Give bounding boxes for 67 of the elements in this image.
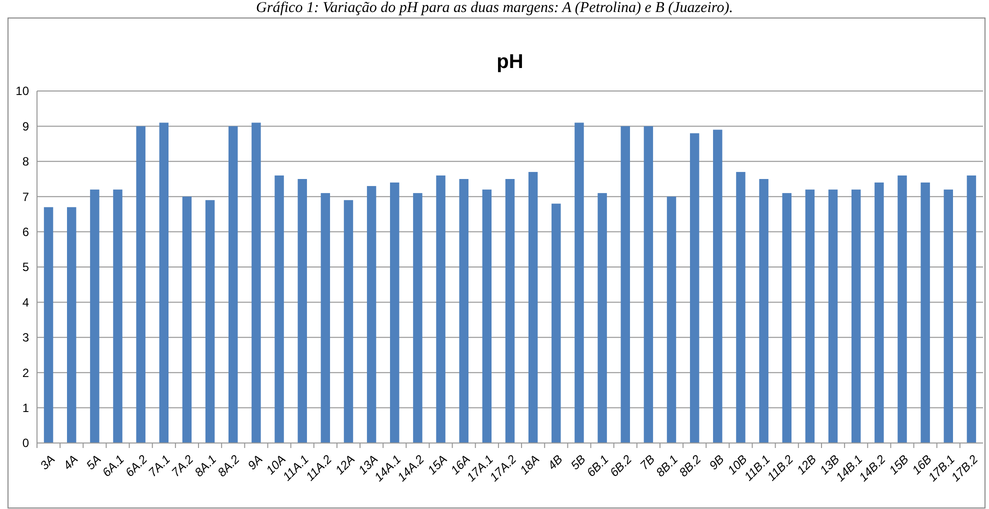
bar [44, 207, 54, 443]
bar [805, 190, 815, 443]
x-tick-label: 15B [886, 452, 912, 478]
bar [759, 179, 768, 443]
x-tick-label: 12B [794, 452, 820, 478]
y-tick-label: 4 [22, 295, 30, 310]
bar [205, 200, 215, 443]
bar [413, 193, 422, 443]
bar [136, 126, 146, 443]
x-tick-label: 12A [332, 452, 358, 478]
bar [874, 182, 884, 443]
x-tick-label: 3A [37, 452, 58, 472]
bar [920, 182, 930, 443]
x-tick-label: 5A [83, 452, 104, 472]
bar [390, 182, 400, 443]
bar [898, 175, 907, 443]
bar [528, 172, 538, 443]
bar [851, 190, 861, 443]
x-tick-label: 18A [517, 452, 542, 478]
chart-title: pH [496, 51, 524, 73]
bar [828, 190, 838, 443]
y-tick-label: 1 [22, 401, 30, 415]
bar [713, 130, 722, 443]
x-tick-label: 4A [60, 452, 81, 472]
bar [459, 179, 468, 443]
bar [274, 175, 284, 443]
bar [505, 179, 515, 443]
bar [182, 196, 192, 443]
bar [736, 172, 746, 443]
bar [666, 196, 676, 443]
bar [320, 193, 330, 443]
bar [574, 122, 584, 443]
y-tick-label: 10 [16, 84, 30, 98]
text: Gráfico 1: Variação do pH para as duas margens: A (Petrolina) e B (Juazeiro). [256, 0, 733, 16]
y-tick-label: 6 [22, 225, 30, 239]
y-tick-label: 0 [22, 436, 30, 450]
bar [598, 193, 607, 443]
bar [644, 126, 654, 443]
y-tick-label: 8 [22, 154, 30, 169]
x-tick-label: 7B [637, 452, 658, 472]
bar [944, 190, 954, 443]
bar [66, 207, 76, 443]
y-tick-label: 9 [22, 119, 30, 134]
y-tick-label: 5 [22, 260, 30, 274]
bar [782, 193, 792, 443]
bar [159, 122, 169, 443]
bar [298, 179, 307, 443]
bar [620, 126, 630, 443]
bar [90, 190, 100, 443]
bar [552, 204, 561, 443]
bar [436, 175, 446, 443]
y-tick-label: 3 [22, 330, 30, 345]
x-tick-label: 5B [568, 452, 588, 472]
x-tick-label: 9A [245, 452, 266, 472]
x-tick-label: 9B [706, 452, 727, 472]
bar [113, 190, 122, 443]
x-tick-label: 4B [544, 452, 566, 472]
bar [344, 200, 354, 443]
y-tick-label: 7 [22, 190, 30, 204]
bar [366, 186, 376, 443]
x-tick-label: 15A [424, 452, 450, 478]
bar [482, 190, 492, 443]
bar [228, 126, 238, 443]
bar [690, 133, 700, 443]
bar [252, 122, 261, 443]
y-tick-label: 2 [22, 366, 30, 380]
bar [966, 175, 976, 443]
